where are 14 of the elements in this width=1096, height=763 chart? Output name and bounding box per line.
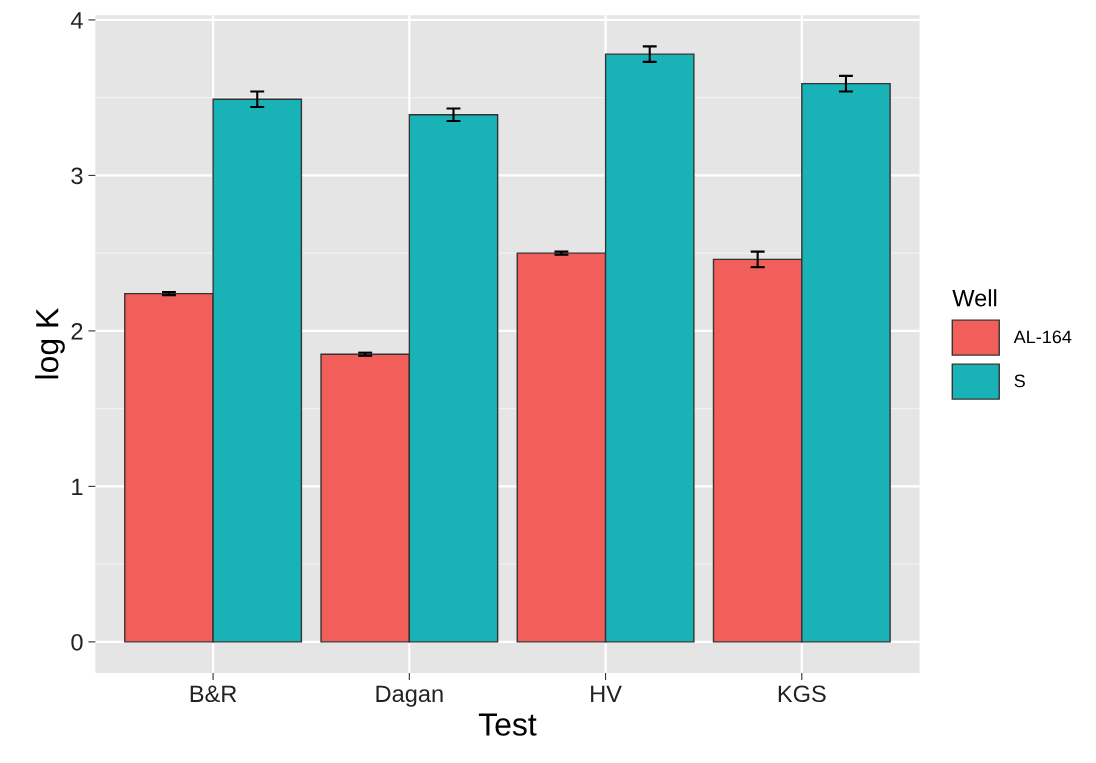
x-tick-label: KGS <box>778 685 826 703</box>
y-tick-label: 3 <box>71 167 83 185</box>
legend-title: Well <box>952 289 997 307</box>
x-tick-label: HV <box>591 685 622 702</box>
x-tick-label: Dagan <box>376 685 443 707</box>
x-axis-title: Test <box>478 713 537 736</box>
legend-label: S <box>1014 374 1025 388</box>
y-axis-title: log K <box>35 308 65 379</box>
y-tick-label: 0 <box>71 633 83 651</box>
y-tick-label: 2 <box>71 322 83 340</box>
x-tick-label: B&R <box>190 685 237 703</box>
y-tick-label: 4 <box>70 12 83 29</box>
y-tick-label: 1 <box>72 478 83 495</box>
legend-label: AL-164 <box>1013 330 1072 344</box>
